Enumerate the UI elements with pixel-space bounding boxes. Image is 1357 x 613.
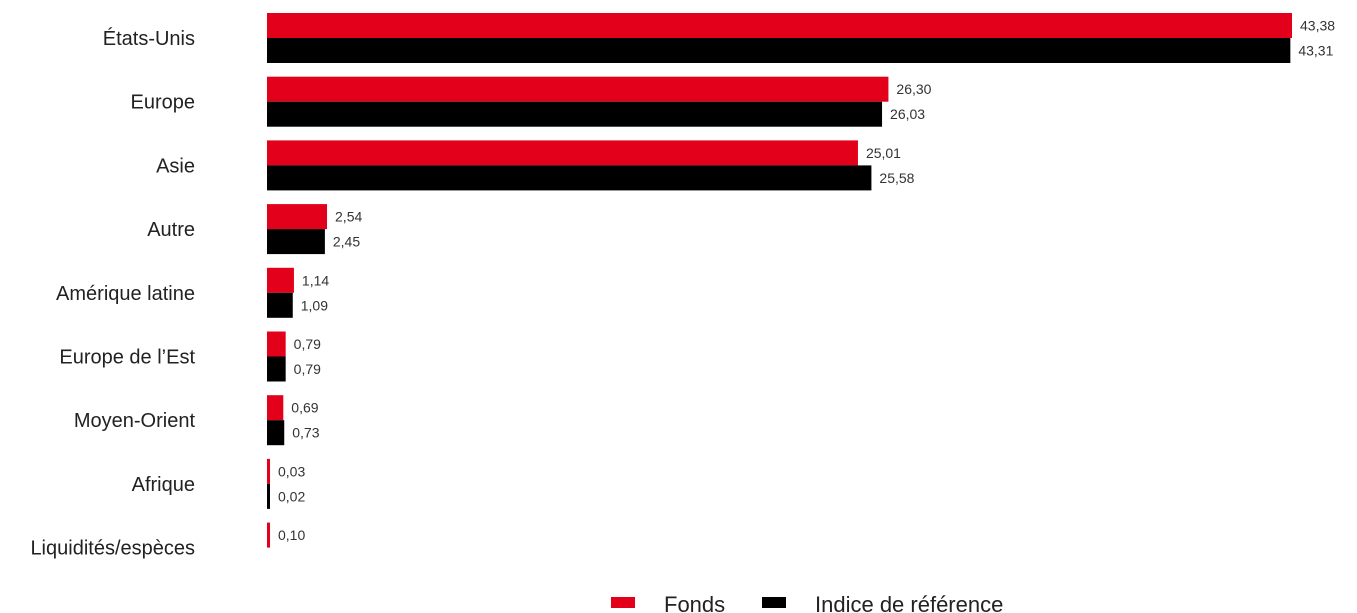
legend-swatch-fonds [611, 597, 635, 608]
bar-indice [267, 356, 286, 382]
category-label: Amérique latine [56, 283, 195, 305]
value-label: 0,79 [294, 361, 321, 377]
bar-fonds [267, 140, 858, 166]
value-label: 25,01 [866, 145, 901, 161]
category-label: États-Unis [103, 27, 195, 50]
bar-indice [267, 165, 872, 191]
category-label: Autre [147, 219, 195, 241]
bar-fonds [267, 76, 889, 102]
bar-fonds [267, 522, 270, 548]
bar-indice [267, 229, 325, 255]
bar-indice [267, 420, 285, 446]
bar-fonds [267, 331, 286, 357]
bar-indice [267, 292, 293, 318]
value-label: 0,73 [292, 425, 319, 441]
bar-fonds [267, 204, 328, 230]
value-labels: 43,38 43,31 26,30 26,03 25,01 25,58 2,54 2,45 1,… [278, 18, 1335, 544]
value-label: 43,38 [1300, 18, 1335, 34]
value-label: 0,69 [291, 400, 318, 416]
category-label: Europe de l’Est [59, 347, 195, 369]
bar-fonds [267, 13, 1292, 38]
value-label: 25,58 [879, 170, 914, 186]
value-label: 1,14 [302, 272, 329, 288]
value-label: 2,45 [333, 234, 360, 250]
bars [267, 13, 1292, 548]
legend: Fonds Indice de référence [611, 592, 1003, 613]
bar-fonds [267, 458, 270, 484]
category-label: Asie [156, 155, 195, 177]
value-label: 0,02 [278, 488, 305, 504]
value-label: 26,03 [890, 106, 925, 122]
bar-fonds [267, 267, 294, 293]
value-label: 0,03 [278, 463, 305, 479]
category-label: Afrique [132, 474, 195, 496]
value-label: 0,10 [278, 527, 305, 543]
category-label: Liquidités/espèces [30, 538, 195, 560]
bar-indice [267, 101, 883, 127]
value-label: 43,31 [1298, 43, 1333, 59]
category-labels: États-Unis Europe Asie Autre Amérique latine… [30, 27, 195, 560]
bar-fonds [267, 395, 284, 421]
legend-label-indice: Indice de référence [815, 592, 1003, 613]
value-label: 1,09 [301, 297, 328, 313]
category-label: Moyen-Orient [74, 410, 196, 432]
legend-label-fonds: Fonds [664, 592, 725, 613]
value-label: 2,54 [335, 209, 362, 225]
value-label: 26,30 [896, 81, 931, 97]
bar-indice [267, 38, 1291, 63]
category-label: Europe [131, 92, 196, 114]
value-label: 0,79 [294, 336, 321, 352]
bar-indice [267, 483, 270, 509]
legend-swatch-indice [762, 597, 786, 608]
